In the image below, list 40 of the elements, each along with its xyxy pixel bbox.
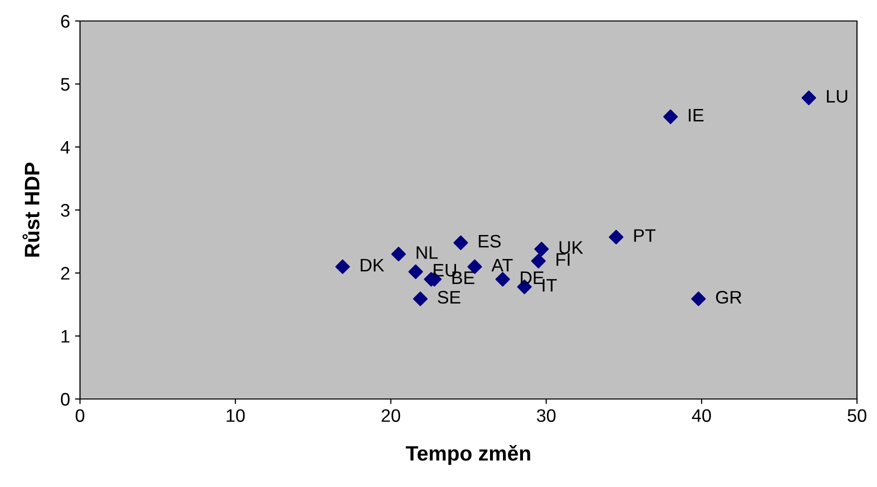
annotation: GR	[716, 290, 742, 304]
x-tick-label: 30	[536, 409, 556, 422]
annotation: PT	[634, 229, 656, 242]
annotation: IT	[542, 279, 557, 292]
point	[391, 246, 406, 262]
x-tick-label: 40	[692, 409, 711, 422]
point	[335, 259, 350, 274]
annotation: DE	[520, 272, 544, 284]
annotation: IE	[688, 109, 704, 122]
point	[802, 90, 816, 106]
point	[534, 242, 549, 256]
point	[453, 235, 468, 250]
point	[495, 272, 510, 287]
point	[663, 109, 678, 124]
point	[531, 254, 546, 268]
point	[608, 230, 624, 244]
annotation: DK	[360, 258, 384, 272]
annotation: LU	[826, 90, 848, 103]
x-tick-label: 0	[76, 409, 84, 422]
y-tick-label: 6	[61, 14, 70, 28]
y-tick-label: 4	[60, 141, 70, 154]
y-tick-label: 1	[62, 330, 70, 343]
point	[691, 292, 706, 306]
annotation: ES	[478, 234, 501, 248]
y-tick-label: 5	[60, 78, 70, 91]
y-tick-label: 0	[60, 392, 70, 406]
point	[413, 292, 428, 306]
annotation: NL	[416, 246, 438, 259]
y-tick-label: 3	[60, 204, 70, 217]
y-tick-label: 2	[61, 266, 70, 280]
point	[408, 264, 423, 280]
annotation: AT	[491, 258, 513, 272]
y-axis-title: Růst HDP	[22, 162, 40, 257]
x-axis-title: Tempo změn	[406, 445, 530, 465]
x-tick-label: 10	[226, 409, 245, 422]
annotation: UK	[560, 241, 584, 254]
annotation: FI	[556, 253, 570, 266]
x-tick-label: 20	[382, 409, 400, 422]
annotation: SE	[438, 290, 460, 304]
x-tick-label: 50	[848, 409, 866, 422]
